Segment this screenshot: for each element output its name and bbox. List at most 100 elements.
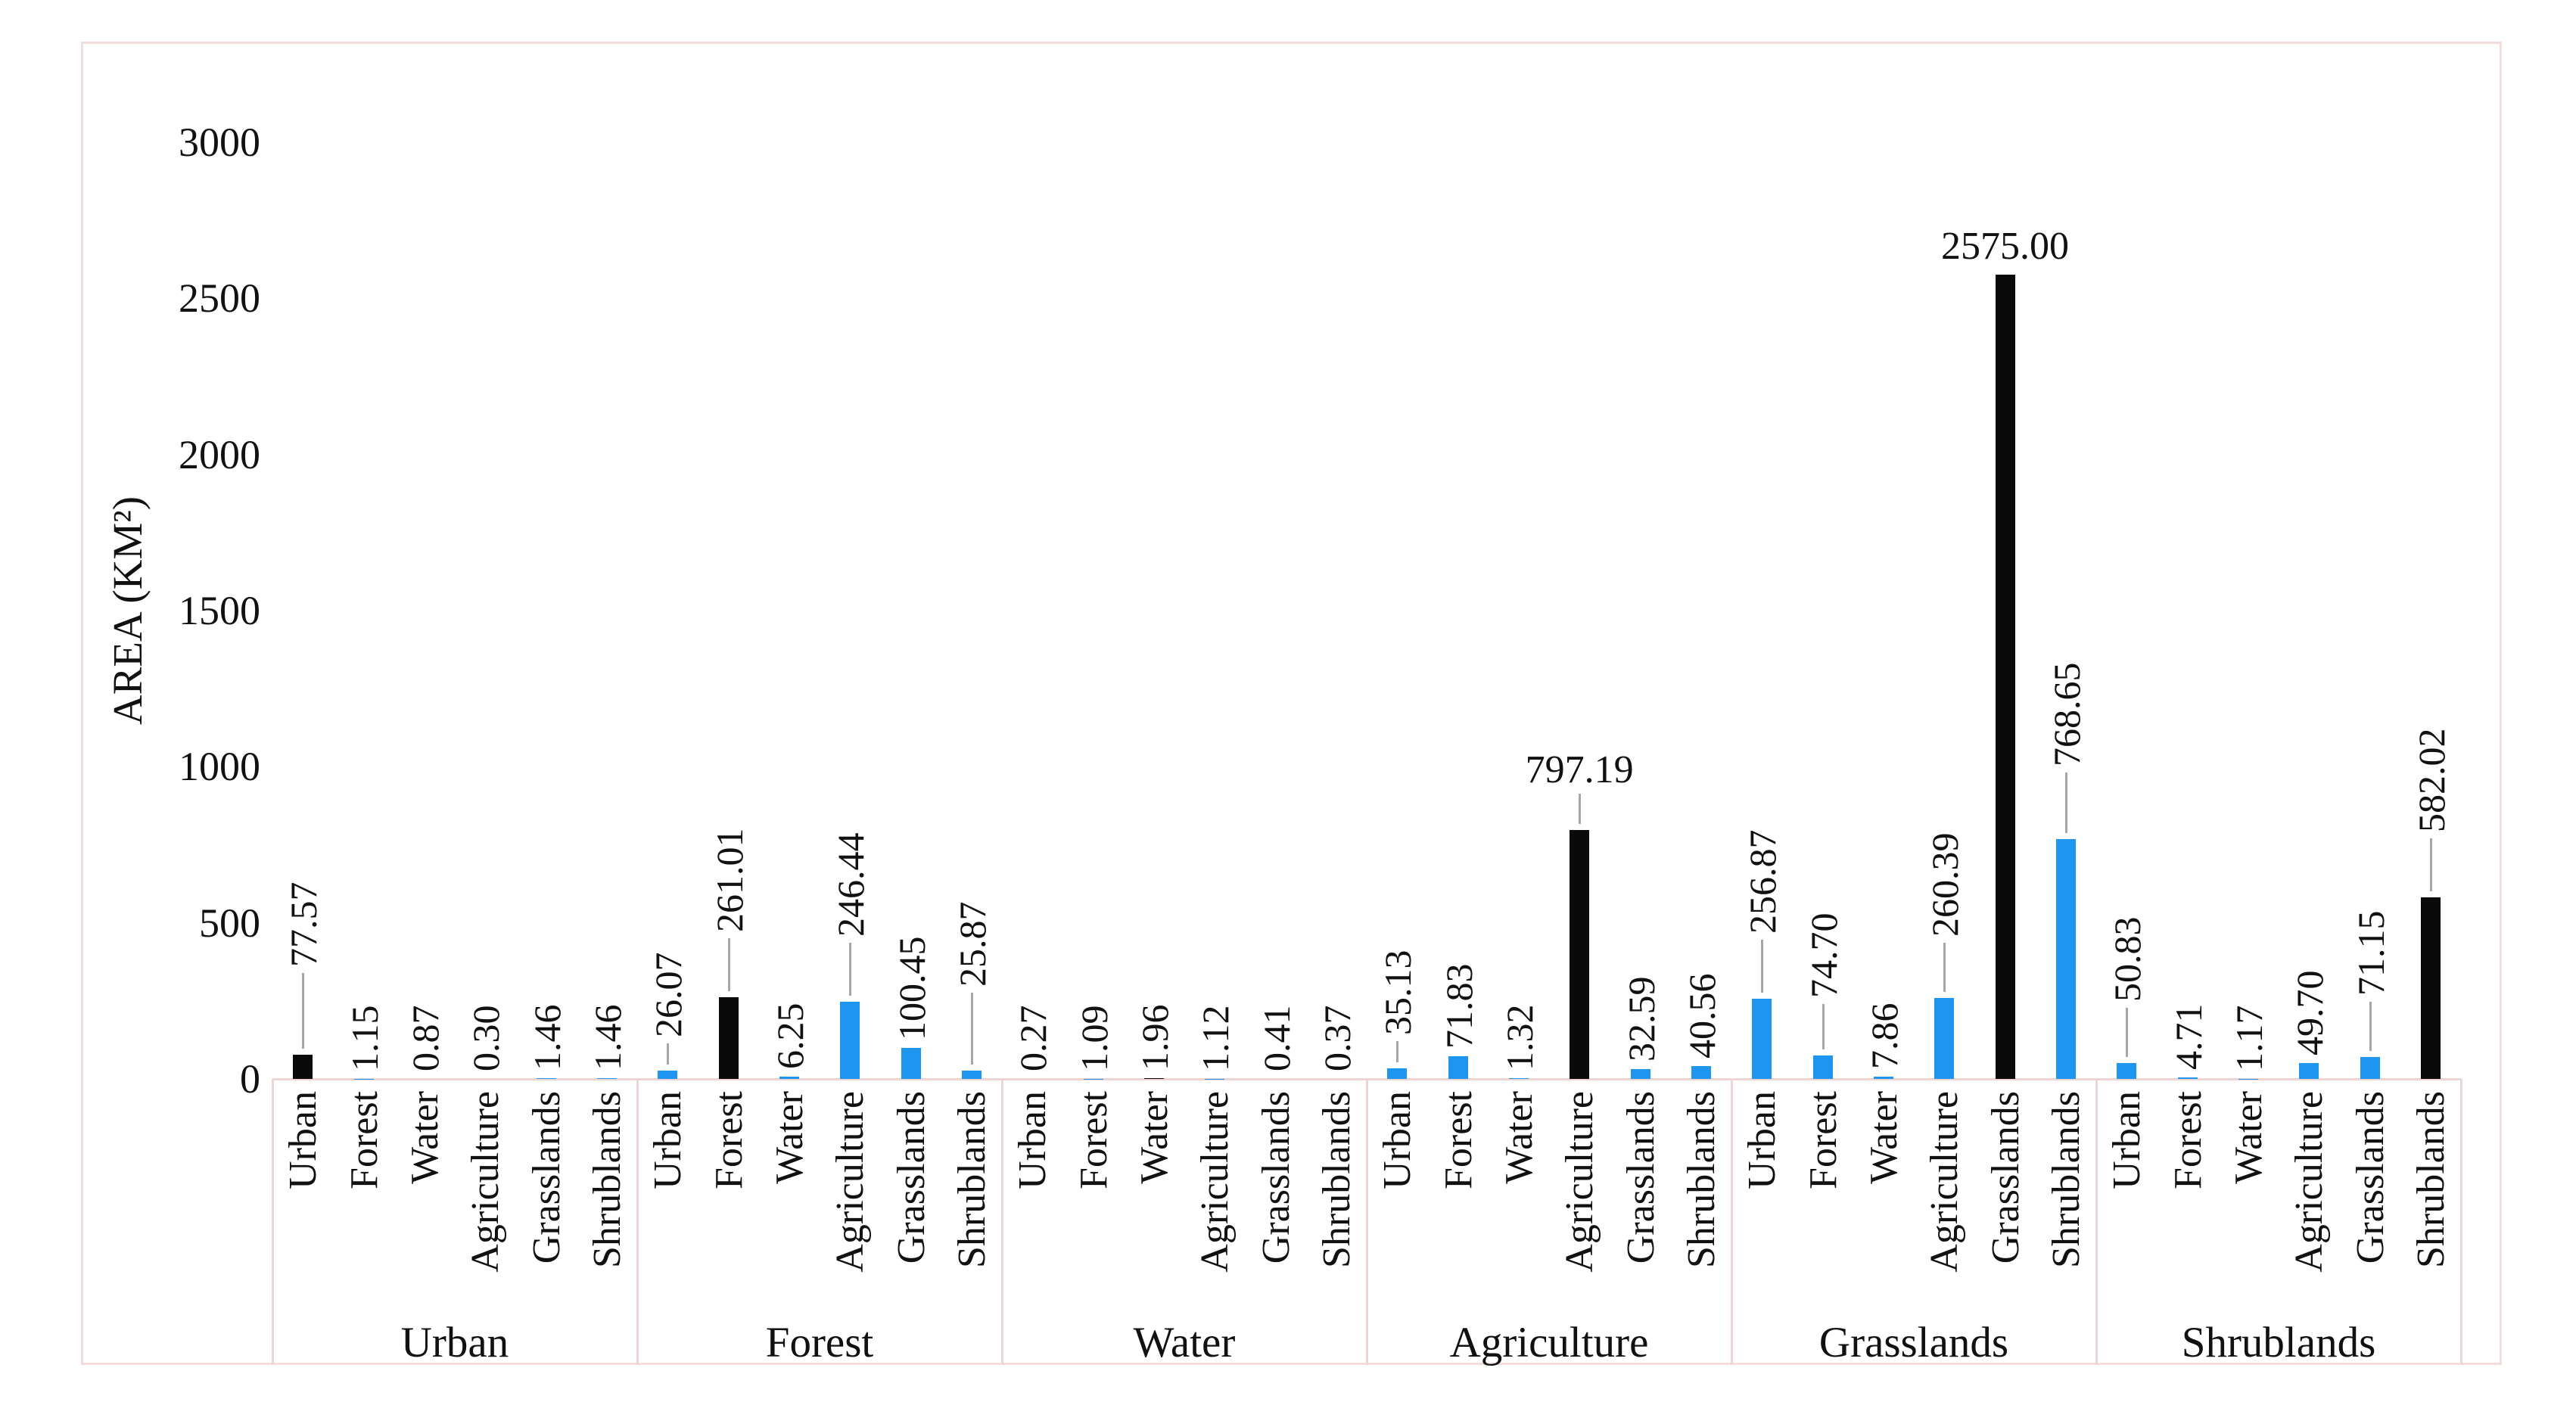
group-separator [1366, 1079, 1368, 1365]
category-tick-label: Shrublands [1314, 1091, 1358, 1268]
value-label: 74.70 [1802, 912, 1845, 999]
category-tick-label: Agriculture [829, 1091, 873, 1273]
y-tick-label: 2000 [179, 431, 260, 477]
value-label: 246.44 [829, 832, 873, 937]
bar [2117, 1063, 2137, 1079]
category-tick-label: Water [403, 1091, 446, 1184]
value-label: 768.65 [2045, 662, 2088, 766]
value-label: 25.87 [950, 901, 994, 987]
value-label: 26.07 [647, 952, 690, 1038]
group-axis-label: Grasslands [1818, 1319, 2009, 1366]
bar [1995, 275, 2015, 1079]
category-tick-label: Forest [2166, 1091, 2210, 1189]
category-tick-label: Forest [1072, 1091, 1115, 1189]
leader-line [1761, 939, 1764, 993]
value-label: 100.45 [890, 936, 933, 1040]
category-tick-label: Grasslands [524, 1091, 568, 1264]
category-tick-label: Water [2226, 1091, 2270, 1184]
bar [2360, 1056, 2380, 1079]
category-tick-label: Urban [646, 1091, 690, 1189]
bar [658, 1071, 678, 1079]
category-tick-label: Grasslands [1619, 1091, 1663, 1264]
category-tick-label: Grasslands [1983, 1091, 2027, 1264]
bar [1448, 1056, 1468, 1079]
category-tick-label: Forest [1436, 1091, 1480, 1189]
value-label: 4.71 [2167, 1003, 2210, 1071]
group-separator [1731, 1079, 1733, 1365]
group-axis-label: Forest [765, 1319, 874, 1366]
category-tick-label: Urban [2105, 1091, 2149, 1189]
bar [1508, 1078, 1529, 1079]
value-label: 2575.00 [1941, 225, 2069, 269]
bar [1630, 1068, 1650, 1079]
y-tick-label: 3000 [179, 120, 260, 165]
group-axis-label: Shrublands [2181, 1319, 2376, 1366]
group-axis-label: Urban [400, 1319, 509, 1366]
bar [536, 1078, 556, 1079]
bar [840, 1002, 860, 1079]
value-label: 71.15 [2349, 910, 2392, 996]
value-label: 0.37 [1315, 1005, 1358, 1071]
leader-line [1396, 1040, 1399, 1062]
bar [718, 997, 739, 1079]
category-tick-label: Grasslands [889, 1091, 933, 1264]
category-tick-label: Shrublands [585, 1091, 629, 1268]
value-label: 1.17 [2227, 1005, 2270, 1071]
category-tick-label: Agriculture [1193, 1091, 1237, 1273]
category-tick-label: Urban [1376, 1091, 1420, 1189]
leader-line [970, 993, 973, 1065]
leader-line [1943, 942, 1946, 992]
leader-line [2429, 838, 2432, 891]
category-tick-label: Grasslands [1254, 1091, 1298, 1264]
value-label: 0.27 [1012, 1005, 1055, 1071]
group-axis-label: Water [1133, 1319, 1236, 1366]
value-label: 1.09 [1072, 1005, 1115, 1071]
value-label: 0.87 [403, 1005, 446, 1071]
value-label: 256.87 [1741, 829, 1784, 934]
category-tick-label: Agriculture [1923, 1091, 1967, 1273]
bar [961, 1071, 982, 1079]
group-separator [272, 1079, 274, 1365]
value-label: 260.39 [1924, 832, 1967, 937]
leader-line [727, 938, 730, 992]
bar [1691, 1066, 1711, 1079]
value-label: 35.13 [1377, 950, 1420, 1035]
bar [596, 1078, 617, 1079]
y-tick-label: 0 [240, 1056, 260, 1102]
value-label: 0.41 [1255, 1005, 1298, 1071]
category-tick-label: Forest [707, 1091, 751, 1189]
chart-border [81, 42, 2502, 1365]
value-label: 77.57 [282, 881, 325, 967]
value-label: 32.59 [1619, 976, 1663, 1062]
group-separator [2460, 1079, 2462, 1365]
category-tick-label: Forest [342, 1091, 386, 1189]
category-tick-label: Shrublands [2044, 1091, 2088, 1268]
category-tick-label: Shrublands [950, 1091, 994, 1268]
value-label: 797.19 [1525, 748, 1634, 792]
bar [1143, 1078, 1164, 1079]
value-label: 1.15 [343, 1005, 386, 1071]
value-label: 40.56 [1680, 973, 1723, 1059]
group-separator [636, 1079, 639, 1365]
value-label: 49.70 [2288, 970, 2332, 1056]
category-tick-label: Urban [1011, 1091, 1055, 1189]
leader-line [2369, 1001, 2372, 1051]
y-tick-label: 2500 [179, 275, 260, 322]
leader-line [2064, 772, 2067, 833]
leader-line [1822, 1004, 1825, 1050]
leader-line [2126, 1008, 2129, 1058]
group-separator [2095, 1079, 2098, 1365]
bar [1387, 1068, 1408, 1079]
category-tick-label: Agriculture [2288, 1091, 2332, 1273]
y-tick-label: 1500 [179, 588, 260, 633]
group-separator [1001, 1079, 1003, 1365]
value-label: 71.83 [1437, 963, 1480, 1049]
value-label: 6.25 [768, 1003, 811, 1070]
bar [2177, 1077, 2198, 1079]
bar [901, 1047, 921, 1079]
bar [2299, 1063, 2319, 1079]
value-label: 1.32 [1498, 1004, 1541, 1071]
value-label: 1.46 [525, 1004, 568, 1071]
category-tick-label: Shrublands [2409, 1091, 2453, 1268]
